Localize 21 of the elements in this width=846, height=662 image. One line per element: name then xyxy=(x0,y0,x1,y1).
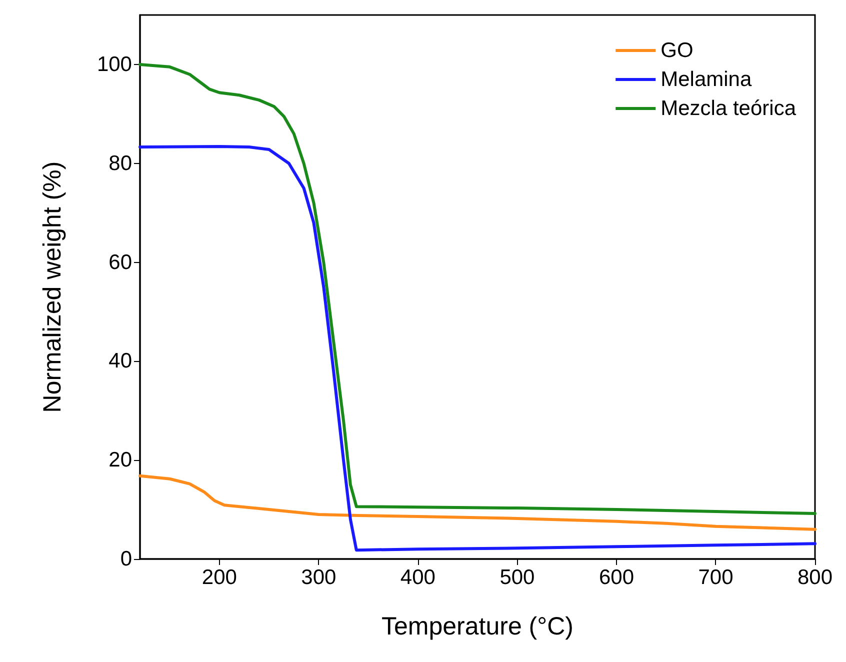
legend-label: GO xyxy=(660,39,694,62)
x-tick-label: 300 xyxy=(301,566,336,589)
legend-label: Melamina xyxy=(660,68,752,91)
x-tick-label: 400 xyxy=(400,566,436,589)
y-tick-label: 0 xyxy=(120,548,132,570)
x-tick-label: 200 xyxy=(202,566,237,589)
x-tick-label: 800 xyxy=(797,566,833,589)
y-tick-label: 80 xyxy=(108,152,132,175)
y-axis-title: Normalized weight (%) xyxy=(38,161,66,413)
x-tick-label: 700 xyxy=(698,566,734,589)
y-tick-label: 20 xyxy=(108,448,132,472)
y-tick-label: 40 xyxy=(108,350,132,373)
line-series xyxy=(138,62,816,515)
line-series xyxy=(138,474,816,531)
line-series xyxy=(138,145,816,552)
x-tick-label: 500 xyxy=(500,566,535,589)
y-tick-label: 60 xyxy=(108,250,132,274)
legend-label: Mezcla teórica xyxy=(660,97,796,120)
x-tick-label: 600 xyxy=(598,566,634,589)
x-axis-title: Temperature (°C) xyxy=(382,612,574,640)
y-tick-label: 100 xyxy=(96,52,132,76)
